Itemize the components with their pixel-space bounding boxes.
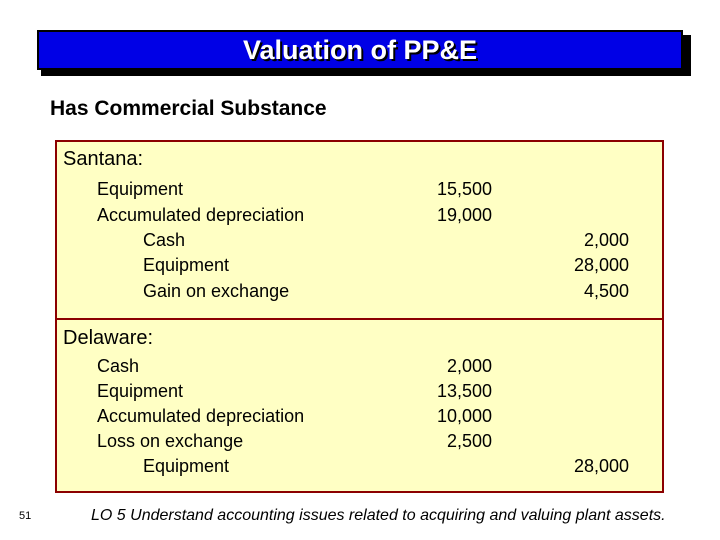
santana-entry-account: Accumulated depreciation	[97, 205, 305, 225]
slide-subtitle: Has Commercial Substance	[50, 97, 327, 120]
title-banner: Valuation of PP&E	[37, 30, 683, 70]
delaware-entry-credit: 28,000	[573, 456, 629, 476]
santana-entry-account: Cash	[143, 230, 186, 250]
delaware-entry-account: Cash	[97, 356, 140, 376]
delaware-entry-account: Loss on exchange	[97, 431, 244, 451]
santana-entry-debit: 15,500	[436, 179, 492, 199]
slide-title: Valuation of PP&E	[242, 34, 478, 65]
santana-entry-credit: 4,500	[583, 281, 629, 301]
santana-heading: Santana:	[63, 148, 144, 170]
delaware-entry-debit: 13,500	[436, 381, 492, 401]
santana-journal-panel: Santana: Equipment 15,500 Accumulated de…	[55, 140, 664, 320]
santana-entry-account: Equipment	[97, 179, 184, 199]
delaware-journal-panel: Delaware: Cash 2,000 Equipment 13,500 Ac…	[55, 318, 664, 493]
delaware-entry-debit: 2,000	[446, 356, 492, 376]
santana-entry-credit: 2,000	[583, 230, 629, 250]
santana-entry-debit: 19,000	[436, 205, 492, 225]
delaware-entry-debit: 10,000	[436, 406, 492, 426]
santana-entry-account: Gain on exchange	[143, 281, 290, 301]
santana-entry-credit: 28,000	[573, 255, 629, 275]
delaware-entry-account: Accumulated depreciation	[97, 406, 305, 426]
delaware-entry-account: Equipment	[97, 381, 184, 401]
delaware-entry-account: Equipment	[143, 456, 230, 476]
learning-objective-footer: LO 5 Understand accounting issues relate…	[91, 507, 666, 524]
delaware-heading: Delaware:	[63, 327, 154, 349]
page-number: 51	[19, 510, 32, 522]
santana-entry-account: Equipment	[143, 255, 230, 275]
delaware-entry-debit: 2,500	[446, 431, 492, 451]
